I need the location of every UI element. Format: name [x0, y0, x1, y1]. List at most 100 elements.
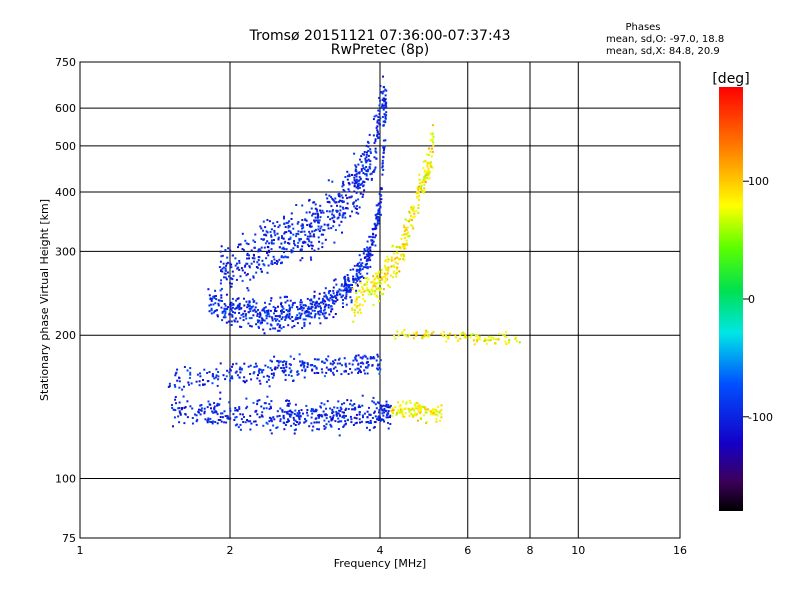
- scatter-point: [228, 401, 231, 404]
- scatter-point: [382, 146, 385, 149]
- scatter-point: [364, 289, 367, 292]
- scatter-point: [243, 376, 246, 379]
- scatter-point: [385, 400, 388, 403]
- scatter-point: [359, 303, 361, 306]
- scatter-point: [208, 371, 211, 373]
- scatter-point: [404, 218, 407, 221]
- scatter-point: [426, 335, 429, 338]
- scatter-point: [419, 416, 422, 419]
- scatter-point: [394, 406, 397, 408]
- scatter-point: [349, 296, 352, 299]
- scatter-point: [360, 371, 362, 374]
- scatter-point: [225, 262, 228, 265]
- scatter-point: [334, 313, 337, 315]
- scatter-point: [385, 268, 388, 271]
- scatter-point: [221, 416, 224, 419]
- scatter-point: [410, 215, 412, 217]
- scatter-point: [335, 410, 338, 413]
- scatter-point: [423, 187, 426, 190]
- scatter-point: [234, 317, 237, 320]
- scatter-point: [273, 418, 276, 421]
- scatter-point: [434, 410, 437, 412]
- scatter-point: [373, 357, 376, 360]
- scatter-point: [211, 421, 213, 424]
- scatter-point: [306, 411, 308, 414]
- scatter-point: [288, 307, 291, 310]
- scatter-point: [348, 196, 351, 199]
- scatter-point: [230, 308, 233, 310]
- scatter-point: [362, 416, 364, 419]
- scatter-point: [236, 423, 239, 426]
- scatter-point: [369, 413, 372, 416]
- scatter-point: [328, 210, 331, 213]
- scatter-point: [357, 185, 360, 188]
- scatter-point: [250, 378, 253, 381]
- scatter-point: [349, 368, 352, 370]
- scatter-point: [380, 418, 383, 421]
- scatter-point: [283, 248, 286, 250]
- scatter-point: [377, 133, 380, 135]
- scatter-point: [275, 427, 278, 429]
- scatter-point: [430, 332, 433, 335]
- scatter-point: [247, 311, 250, 314]
- scatter-point: [219, 260, 222, 263]
- scatter-point: [340, 408, 343, 411]
- scatter-point: [174, 409, 177, 412]
- scatter-point: [318, 421, 320, 424]
- scatter-point: [311, 305, 314, 308]
- scatter-point: [344, 282, 347, 285]
- scatter-point: [249, 278, 252, 281]
- scatter-point: [263, 402, 266, 405]
- scatter-point: [340, 373, 343, 376]
- scatter-point: [316, 371, 318, 374]
- scatter-point: [265, 317, 268, 320]
- scatter-point: [231, 297, 234, 300]
- scatter-point: [332, 300, 335, 303]
- scatter-point: [351, 308, 354, 311]
- scatter-point: [426, 334, 429, 337]
- scatter-point: [374, 140, 377, 143]
- scatter-point: [310, 408, 313, 411]
- scatter-point: [287, 242, 290, 244]
- scatter-point: [232, 274, 235, 277]
- scatter-point: [413, 409, 416, 412]
- scatter-point: [325, 304, 328, 307]
- scatter-point: [484, 339, 487, 342]
- scatter-point: [241, 279, 244, 282]
- scatter-point: [236, 374, 239, 377]
- scatter-point: [358, 289, 361, 292]
- scatter-point: [374, 138, 377, 141]
- scatter-point: [234, 307, 237, 310]
- scatter-point: [264, 242, 267, 245]
- scatter-point: [293, 429, 296, 432]
- scatter-point: [351, 404, 354, 407]
- scatter-point: [253, 241, 256, 243]
- scatter-point: [386, 412, 389, 415]
- scatter-point: [345, 297, 348, 300]
- scatter-point: [353, 303, 356, 306]
- scatter-point: [405, 228, 408, 231]
- scatter-point: [252, 314, 255, 317]
- scatter-point: [335, 412, 338, 415]
- scatter-point: [184, 413, 187, 416]
- scatter-point: [378, 193, 381, 195]
- scatter-point: [317, 358, 320, 361]
- scatter-point: [368, 421, 371, 424]
- scatter-point: [418, 194, 421, 197]
- scatter-point: [357, 311, 359, 314]
- scatter-point: [323, 229, 326, 232]
- scatter-point: [276, 232, 279, 235]
- scatter-point: [382, 151, 385, 154]
- scatter-point: [253, 308, 256, 311]
- scatter-point: [332, 296, 335, 299]
- scatter-point: [330, 369, 332, 372]
- scatter-point: [284, 316, 287, 318]
- scatter-point: [403, 245, 406, 248]
- scatter-point: [322, 211, 325, 214]
- scatter-point: [385, 101, 388, 104]
- scatter-point: [229, 369, 232, 372]
- scatter-point: [331, 408, 334, 411]
- scatter-point: [379, 85, 382, 87]
- scatter-point: [421, 335, 424, 338]
- scatter-point: [235, 416, 238, 418]
